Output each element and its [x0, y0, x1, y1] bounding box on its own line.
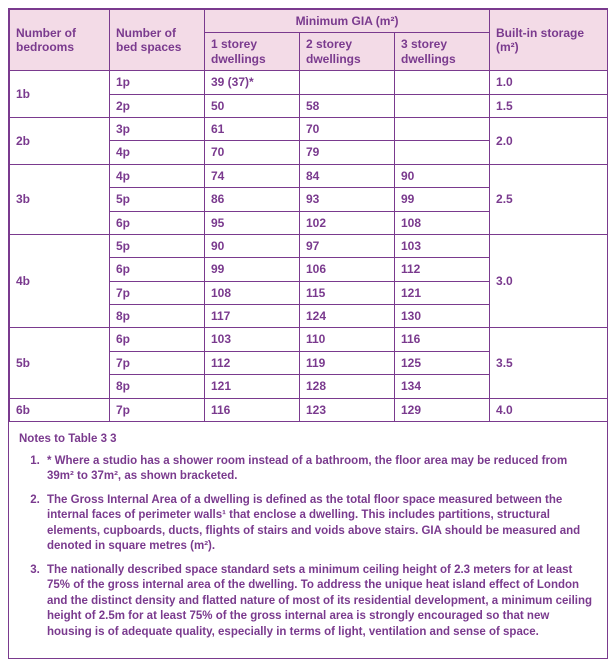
cell-storey-3 [395, 71, 490, 94]
space-standards-panel: Number of bedrooms Number of bed spaces … [8, 8, 608, 659]
col-bedspaces: Number of bed spaces [110, 10, 205, 71]
cell-storey-3: 112 [395, 258, 490, 281]
cell-storage: 1.5 [490, 94, 608, 117]
cell-storey-2: 102 [300, 211, 395, 234]
cell-storey-3: 130 [395, 305, 490, 328]
table-row: 6b7p1161231294.0 [10, 398, 608, 421]
cell-storey-1: 121 [205, 375, 300, 398]
notes-item: The Gross Internal Area of a dwelling is… [43, 493, 597, 555]
cell-bedspaces: 7p [110, 398, 205, 421]
cell-storey-2: 106 [300, 258, 395, 281]
cell-storey-1: 61 [205, 117, 300, 140]
cell-bedspaces: 3p [110, 117, 205, 140]
cell-bedspaces: 6p [110, 258, 205, 281]
cell-storey-3: 99 [395, 188, 490, 211]
cell-bedspaces: 2p [110, 94, 205, 117]
cell-bedspaces: 8p [110, 305, 205, 328]
cell-storey-1: 39 (37)* [205, 71, 300, 94]
table-row: 5b6p1031101163.5 [10, 328, 608, 351]
cell-storey-2: 58 [300, 94, 395, 117]
notes-item: * Where a studio has a shower room inste… [43, 454, 597, 485]
cell-storey-3: 125 [395, 351, 490, 374]
cell-storey-3 [395, 117, 490, 140]
table-notes: Notes to Table 3 3 * Where a studio has … [9, 422, 607, 658]
cell-storey-3: 129 [395, 398, 490, 421]
cell-storey-3: 108 [395, 211, 490, 234]
cell-bedrooms: 5b [10, 328, 110, 398]
cell-storey-3: 134 [395, 375, 490, 398]
table-row: 4b5p90971033.0 [10, 234, 608, 257]
cell-storage: 2.0 [490, 117, 608, 164]
cell-bedrooms: 3b [10, 164, 110, 234]
cell-storey-3: 116 [395, 328, 490, 351]
table-row: 2b3p61702.0 [10, 117, 608, 140]
cell-storage: 4.0 [490, 398, 608, 421]
cell-storage: 3.0 [490, 234, 608, 328]
col-gia-group: Minimum GIA (m²) [205, 10, 490, 33]
cell-bedspaces: 5p [110, 188, 205, 211]
cell-storey-3: 121 [395, 281, 490, 304]
cell-storey-1: 90 [205, 234, 300, 257]
cell-storey-1: 50 [205, 94, 300, 117]
cell-storey-2: 97 [300, 234, 395, 257]
cell-bedrooms: 6b [10, 398, 110, 421]
cell-storey-2: 110 [300, 328, 395, 351]
cell-bedspaces: 7p [110, 281, 205, 304]
cell-storage: 3.5 [490, 328, 608, 398]
cell-storey-2: 84 [300, 164, 395, 187]
cell-storey-2: 128 [300, 375, 395, 398]
cell-storey-2: 115 [300, 281, 395, 304]
cell-bedrooms: 2b [10, 117, 110, 164]
cell-storey-1: 103 [205, 328, 300, 351]
table-row: 1b1p39 (37)*1.0 [10, 71, 608, 94]
cell-bedspaces: 5p [110, 234, 205, 257]
cell-storey-2: 93 [300, 188, 395, 211]
cell-storey-1: 74 [205, 164, 300, 187]
notes-title: Notes to Table 3 3 [19, 432, 597, 448]
cell-bedspaces: 4p [110, 164, 205, 187]
cell-bedspaces: 6p [110, 328, 205, 351]
cell-storey-2: 124 [300, 305, 395, 328]
cell-storage: 2.5 [490, 164, 608, 234]
col-storage: Built-in storage (m²) [490, 10, 608, 71]
cell-storey-2: 79 [300, 141, 395, 164]
cell-storey-1: 99 [205, 258, 300, 281]
cell-bedspaces: 4p [110, 141, 205, 164]
cell-storey-3: 103 [395, 234, 490, 257]
cell-bedspaces: 8p [110, 375, 205, 398]
cell-storey-3 [395, 141, 490, 164]
cell-storey-1: 116 [205, 398, 300, 421]
space-standards-table: Number of bedrooms Number of bed spaces … [9, 9, 608, 422]
notes-item: The nationally described space standard … [43, 563, 597, 641]
cell-storey-1: 112 [205, 351, 300, 374]
cell-bedrooms: 1b [10, 71, 110, 118]
notes-list: * Where a studio has a shower room inste… [19, 454, 597, 641]
cell-storey-1: 86 [205, 188, 300, 211]
col-bedrooms: Number of bedrooms [10, 10, 110, 71]
cell-storey-2: 119 [300, 351, 395, 374]
cell-bedspaces: 1p [110, 71, 205, 94]
cell-storey-1: 95 [205, 211, 300, 234]
cell-storey-2 [300, 71, 395, 94]
col-storey-3: 3 storey dwellings [395, 33, 490, 71]
cell-storey-2: 123 [300, 398, 395, 421]
cell-bedrooms: 4b [10, 234, 110, 328]
cell-storey-1: 70 [205, 141, 300, 164]
cell-storey-1: 117 [205, 305, 300, 328]
cell-bedspaces: 6p [110, 211, 205, 234]
cell-storage: 1.0 [490, 71, 608, 94]
cell-storey-3: 90 [395, 164, 490, 187]
col-storey-2: 2 storey dwellings [300, 33, 395, 71]
cell-storey-1: 108 [205, 281, 300, 304]
table-row: 3b4p7484902.5 [10, 164, 608, 187]
col-storey-1: 1 storey dwellings [205, 33, 300, 71]
cell-storey-3 [395, 94, 490, 117]
cell-bedspaces: 7p [110, 351, 205, 374]
cell-storey-2: 70 [300, 117, 395, 140]
